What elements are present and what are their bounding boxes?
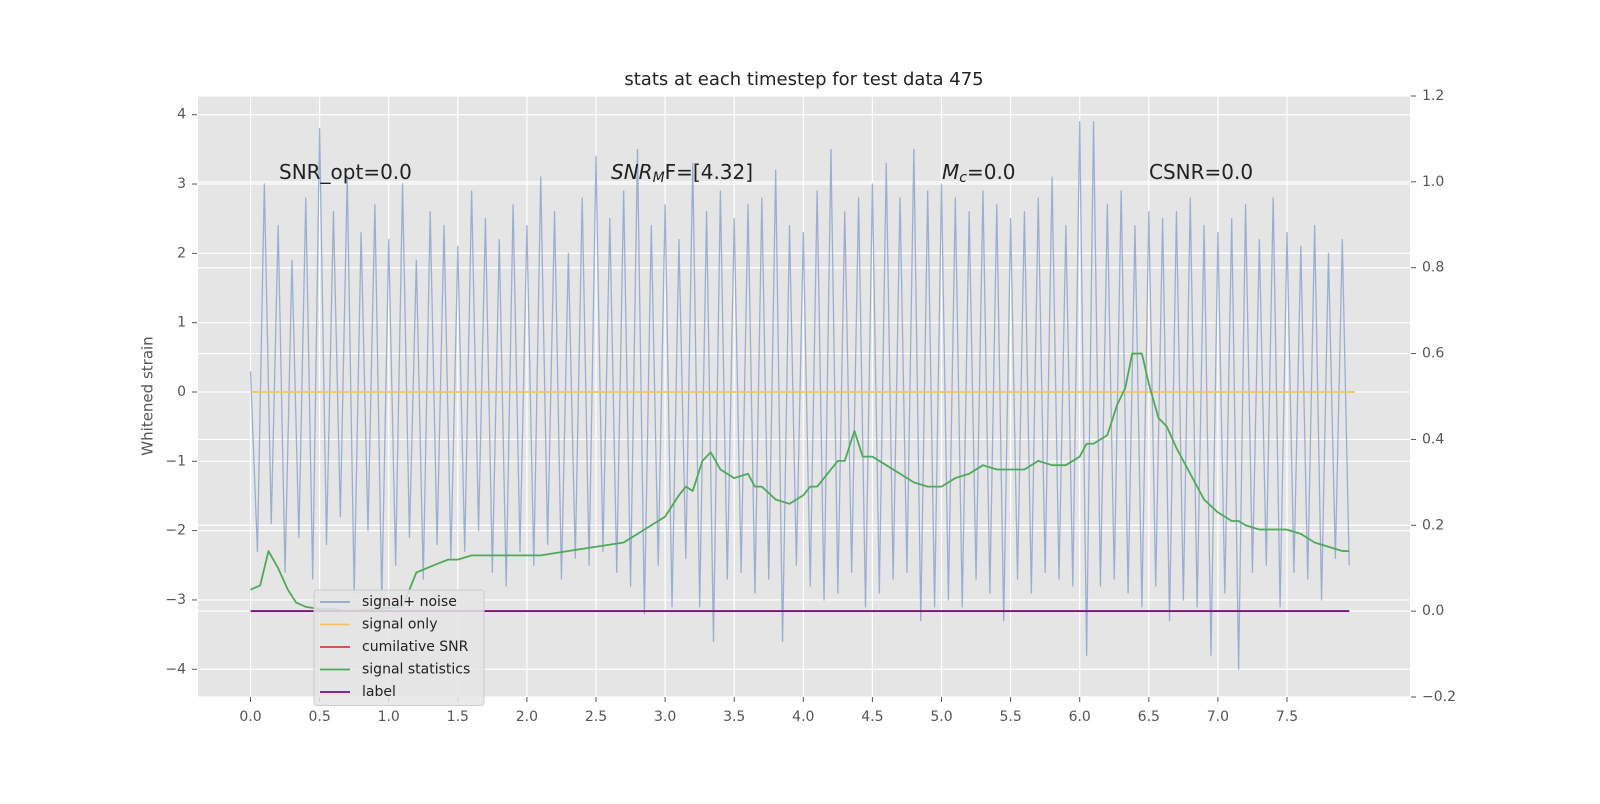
- x-tick-label: 1.5: [447, 709, 469, 725]
- annotation-part: SNR_opt=0.0: [279, 160, 412, 184]
- x-tick-label: 5.5: [999, 709, 1021, 725]
- y-tick-label: 2: [177, 245, 186, 261]
- y2-tick-label: −0.2: [1422, 689, 1456, 705]
- y-tick-label: −2: [165, 523, 186, 539]
- x-tick-label: 1.0: [378, 709, 400, 725]
- legend-label: cumilative SNR: [362, 639, 469, 655]
- legend-label: signal statistics: [362, 662, 470, 678]
- annotations: SNR_opt=0.0 SNRMF=[4.32] Mc=0.0 CSNR=0.0: [279, 160, 1253, 187]
- x-tick-label: 7.0: [1207, 709, 1229, 725]
- x-tick-label: 7.5: [1276, 709, 1298, 725]
- x-tick-label: 0.0: [239, 709, 261, 725]
- annotation: CSNR=0.0: [1149, 160, 1253, 184]
- y2-tick-label: 0.8: [1422, 260, 1444, 276]
- series-line: [249, 121, 1350, 670]
- legend-label: signal only: [362, 617, 437, 633]
- annotation-part: F=[4.32]: [665, 160, 753, 184]
- legend: signal+ noise signal only cumilative SNR si…: [313, 589, 485, 706]
- y2-tick-label: 0.2: [1422, 517, 1444, 533]
- y-tick-label: 1: [177, 315, 186, 331]
- y-tick-label: 3: [177, 176, 186, 192]
- y-tick-label: −3: [165, 592, 186, 608]
- annotation-part: M: [653, 170, 665, 186]
- x-tick-label: 4.0: [792, 709, 814, 725]
- annotation-part: SNR: [611, 160, 653, 184]
- y-tick-label: −1: [165, 453, 186, 469]
- x-tick-label: 6.0: [1069, 709, 1091, 725]
- x-tick-label: 2.5: [585, 709, 607, 725]
- x-tick-label: 3.0: [654, 709, 676, 725]
- y2-tick-label: 0.6: [1422, 346, 1444, 362]
- x-tick-label: 0.5: [308, 709, 330, 725]
- x-tick-label: 5.0: [930, 709, 952, 725]
- y2-tick-label: 0.4: [1422, 431, 1444, 447]
- y-tick-label: −4: [165, 661, 186, 677]
- y-tick-label: 0: [177, 384, 186, 400]
- legend-label: signal+ noise: [362, 594, 457, 610]
- annotation-part: c: [959, 170, 967, 186]
- y-axis-label: Whitened strain: [139, 336, 157, 455]
- x-tick-label: 6.5: [1138, 709, 1160, 725]
- series-line: [250, 352, 1350, 613]
- annotation-part: CSNR=0.0: [1149, 160, 1253, 184]
- y2-tick-label: 1.0: [1422, 174, 1444, 190]
- annotation-part: M: [942, 160, 959, 184]
- x-tick-label: 4.5: [861, 709, 883, 725]
- axes: 0.0 0.5 1.0 1.5 2.0 2.5 3.0 3.5 4.0 4.5 5.0 5.5 6.0 6…: [165, 88, 1456, 725]
- legend-box: [313, 589, 485, 706]
- y2-tick-label: 0.0: [1422, 603, 1444, 619]
- annotation: Mc=0.0: [942, 160, 1016, 187]
- annotation-part: =0.0: [967, 160, 1016, 184]
- y2-tick-label: 1.2: [1422, 88, 1444, 104]
- annotation: SNRMF=[4.32]: [611, 160, 753, 187]
- y-tick-label: 4: [177, 107, 186, 123]
- x-tick-label: 3.5: [723, 709, 745, 725]
- annotation: SNR_opt=0.0: [279, 160, 412, 184]
- legend-label: label: [362, 684, 396, 700]
- chart-title: stats at each timestep for test data 475: [624, 69, 983, 90]
- x-tick-label: 2.0: [516, 709, 538, 725]
